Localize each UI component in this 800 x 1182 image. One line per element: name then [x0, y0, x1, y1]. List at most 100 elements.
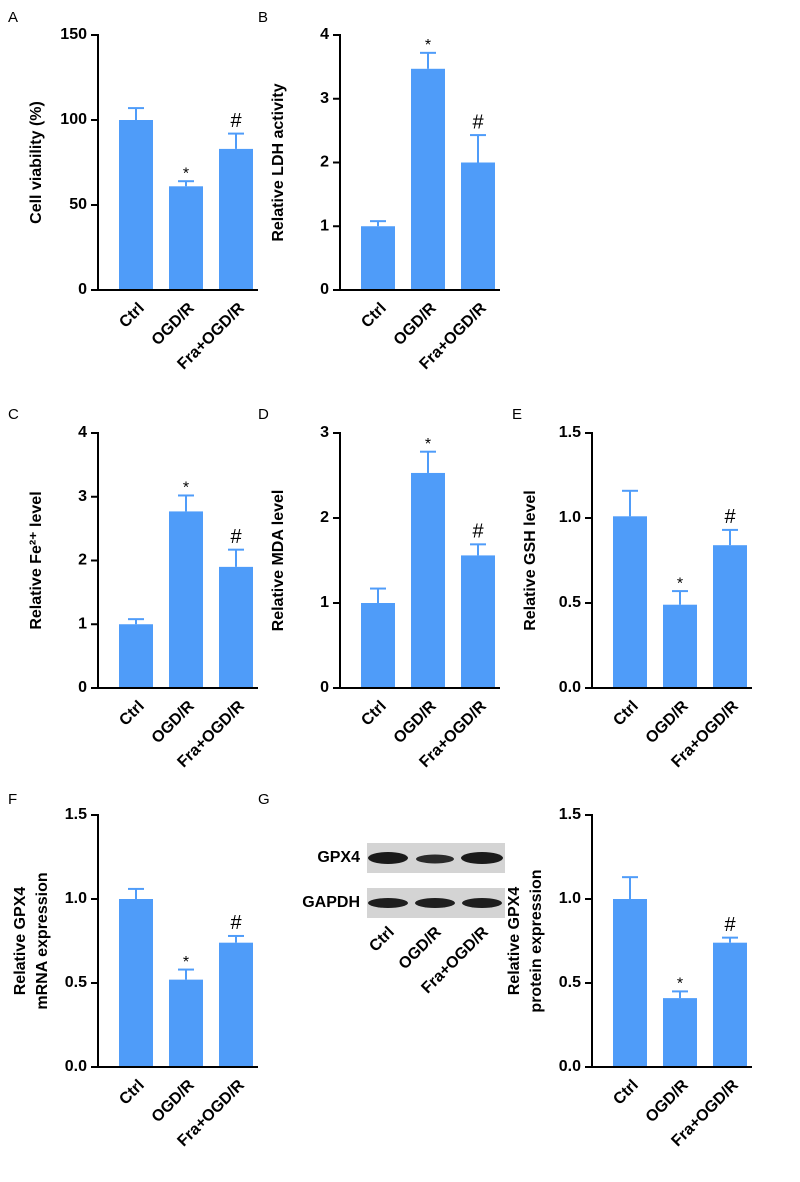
- x-tick-label: Ctrl: [358, 698, 390, 730]
- panel-label: B: [258, 9, 268, 26]
- blot-band: [368, 852, 408, 864]
- y-tick-label: 0.5: [559, 594, 581, 611]
- x-tick-label: Ctrl: [116, 300, 148, 332]
- bar: [169, 511, 203, 688]
- y-tick-label: 2: [78, 552, 87, 569]
- y-axis-label: Relative GSH level: [522, 490, 539, 631]
- bar: [169, 979, 203, 1067]
- x-tick-label: OGD/R: [149, 1076, 198, 1125]
- x-tick-label: Ctrl: [116, 698, 148, 730]
- x-tick-label: OGD/R: [391, 299, 440, 348]
- y-axis-label: Relative Fe²⁺ level: [28, 491, 45, 629]
- y-tick-label: 3: [320, 90, 329, 107]
- y-tick-label: 1: [320, 594, 329, 611]
- bar: [361, 226, 395, 290]
- y-tick-label: 1.5: [559, 424, 581, 441]
- y-axis-label: Relative GPX4: [12, 887, 29, 996]
- y-tick-label: 0: [78, 281, 87, 298]
- bar: [411, 472, 445, 688]
- y-tick-label: 3: [78, 488, 87, 505]
- blot-band: [461, 852, 503, 864]
- y-tick-label: 0.0: [559, 679, 581, 696]
- western-blot: GPX4 GAPDH Ctrl OGD/R Fra+OGD/R: [302, 843, 505, 997]
- y-tick-label: 4: [78, 424, 87, 441]
- bar: [411, 68, 445, 290]
- bar: [169, 186, 203, 290]
- bar: [219, 942, 253, 1067]
- bar: [613, 899, 647, 1067]
- y-tick-label: 3: [320, 424, 329, 441]
- significance-marker: *: [677, 976, 683, 993]
- blot-band: [416, 854, 454, 864]
- x-tick-label: OGD/R: [643, 1076, 692, 1125]
- y-tick-label: 0: [320, 679, 329, 696]
- bar: [461, 555, 495, 688]
- y-tick-label: 1.0: [559, 890, 581, 907]
- y-tick-label: 1.0: [559, 509, 581, 526]
- significance-marker: *: [677, 575, 683, 592]
- bar: [119, 899, 153, 1067]
- bar: [361, 603, 395, 688]
- y-tick-label: 0.0: [65, 1058, 87, 1075]
- x-tick-label: OGD/R: [643, 697, 692, 746]
- significance-marker: *: [425, 436, 431, 453]
- bar: [613, 516, 647, 688]
- significance-marker: #: [472, 111, 484, 133]
- bar: [219, 566, 253, 688]
- blot-row-label: GAPDH: [302, 894, 360, 911]
- significance-marker: #: [472, 521, 484, 543]
- y-axis-label: Relative MDA level: [270, 490, 287, 632]
- significance-marker: #: [230, 526, 242, 548]
- y-tick-label: 1: [320, 217, 329, 234]
- y-tick-label: 0.5: [559, 974, 581, 991]
- x-tick-label: OGD/R: [391, 697, 440, 746]
- significance-marker: *: [183, 480, 189, 497]
- x-tick-label: OGD/R: [149, 299, 198, 348]
- significance-marker: #: [724, 914, 736, 936]
- y-tick-label: 2: [320, 154, 329, 171]
- y-tick-label: 1.5: [65, 806, 87, 823]
- panel-label: D: [258, 406, 269, 423]
- bar: [119, 120, 153, 290]
- bar: [219, 148, 253, 290]
- y-axis-label: mRNA expression: [34, 872, 51, 1009]
- bar: [119, 624, 153, 688]
- panel-label: E: [512, 406, 522, 423]
- significance-marker: *: [183, 954, 189, 971]
- y-tick-label: 150: [60, 26, 87, 43]
- panel-label: C: [8, 406, 19, 423]
- y-tick-label: 100: [60, 111, 87, 128]
- y-tick-label: 1.5: [559, 806, 581, 823]
- y-axis-label: Cell viability (%): [28, 101, 45, 224]
- x-tick-label: Ctrl: [610, 698, 642, 730]
- y-tick-label: 2: [320, 509, 329, 526]
- significance-marker: *: [425, 37, 431, 54]
- panel-label: G: [258, 791, 270, 808]
- panel-label: A: [8, 9, 18, 26]
- y-axis-label: protein expression: [528, 869, 545, 1012]
- significance-marker: #: [724, 506, 736, 528]
- x-tick-label: Ctrl: [358, 300, 390, 332]
- y-tick-label: 50: [69, 196, 87, 213]
- significance-marker: #: [230, 110, 242, 132]
- x-tick-label: OGD/R: [149, 697, 198, 746]
- panel-label: F: [8, 791, 17, 808]
- y-axis-label: Relative GPX4: [506, 887, 523, 996]
- bar: [713, 545, 747, 688]
- bar: [713, 942, 747, 1067]
- significance-marker: #: [230, 912, 242, 934]
- x-tick-label: Ctrl: [116, 1077, 148, 1109]
- blot-row-label: GPX4: [317, 849, 360, 866]
- blot-lane-label: Ctrl: [366, 924, 398, 956]
- bar: [663, 604, 697, 688]
- y-tick-label: 0: [320, 281, 329, 298]
- y-tick-label: 1.0: [65, 890, 87, 907]
- blot-band: [462, 898, 502, 908]
- bar: [461, 162, 495, 290]
- significance-marker: *: [183, 165, 189, 182]
- y-tick-label: 4: [320, 26, 329, 43]
- y-tick-label: 0.0: [559, 1058, 581, 1075]
- blot-band: [368, 898, 408, 908]
- blot-band: [415, 898, 455, 908]
